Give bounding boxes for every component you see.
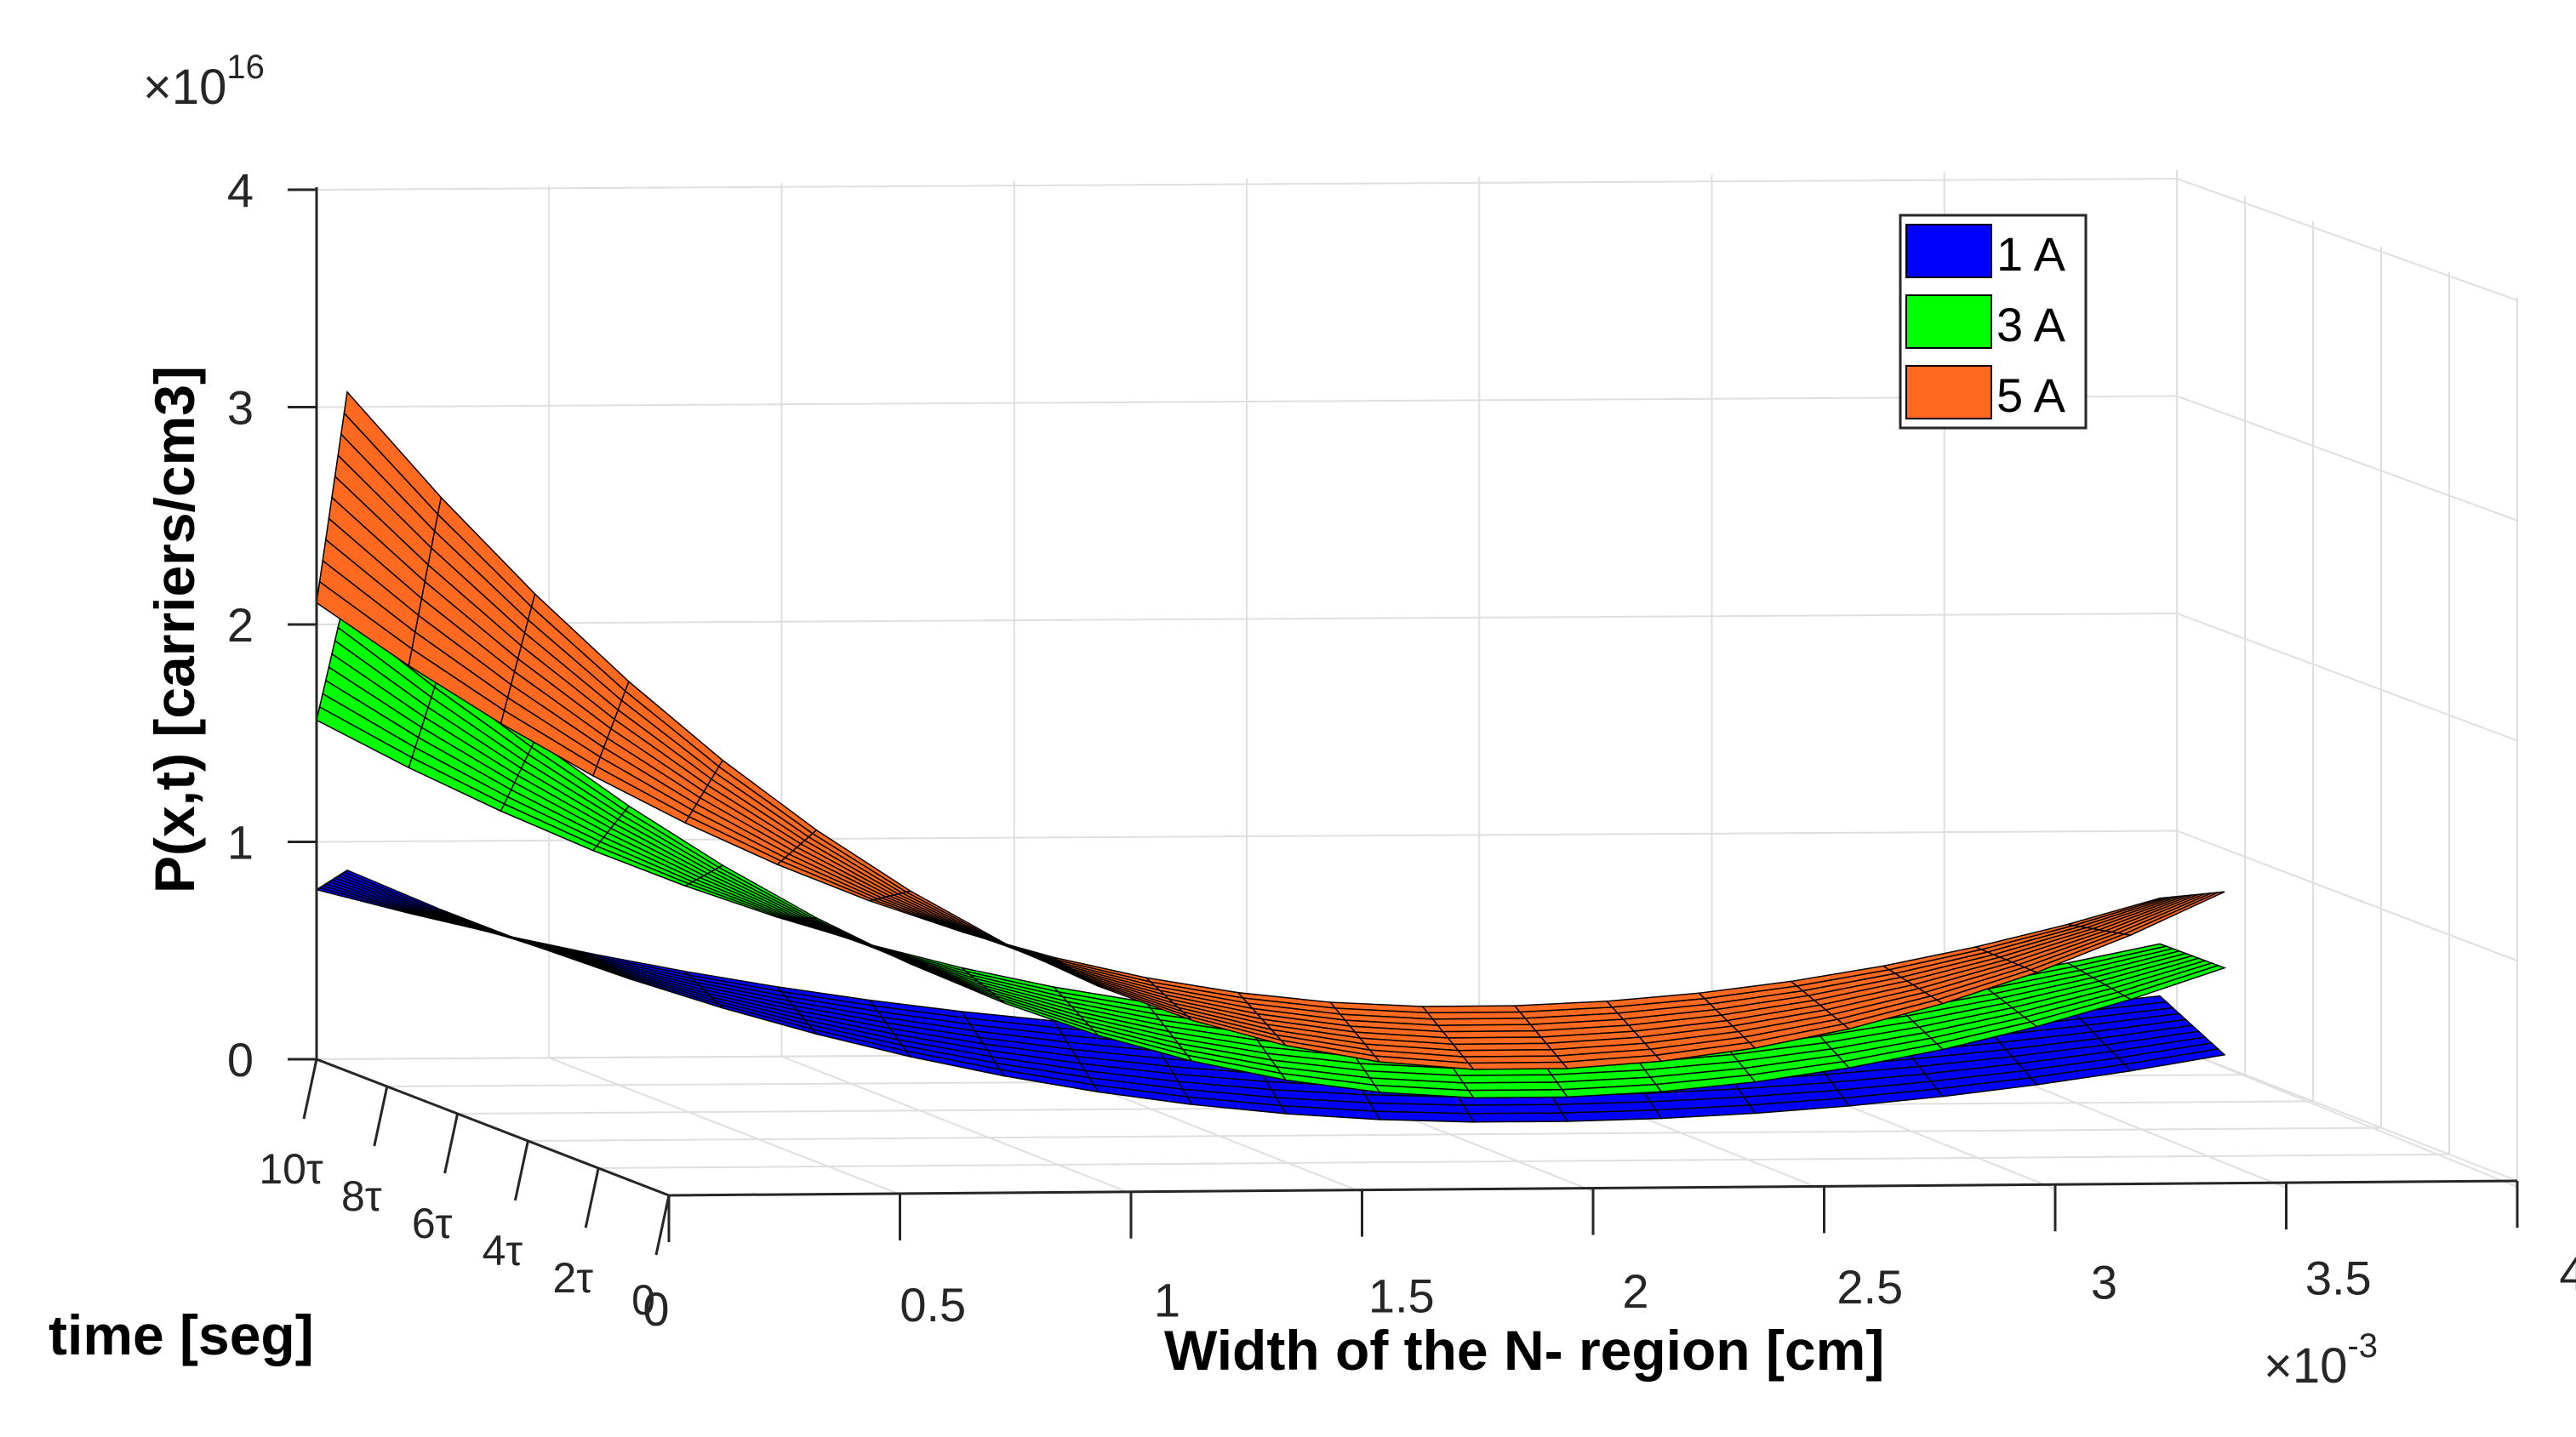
legend-label-1a: 1 A — [1996, 227, 2066, 281]
surface-patch — [2122, 1048, 2226, 1072]
y-tick-label: 2τ — [552, 1254, 593, 1302]
surface-patch — [1374, 1110, 1475, 1123]
z-tick-label: 4 — [227, 163, 254, 217]
surface-patch — [2122, 891, 2225, 936]
x-tick-label: 1 — [1154, 1274, 1180, 1327]
y-axis-label: time [seg] — [49, 1303, 314, 1366]
x-tick-label: 3.5 — [2305, 1251, 2372, 1304]
surface-patch — [1462, 1103, 1564, 1115]
x-gridline — [2176, 170, 2518, 1188]
y-axis-line — [316, 1058, 670, 1197]
surface-patch — [1467, 1088, 1569, 1099]
x-tick-label: 0 — [643, 1282, 669, 1336]
y-tick — [513, 1140, 529, 1201]
surface-patch — [437, 909, 535, 947]
y-tick — [302, 1058, 318, 1120]
y-tick-label: 0 — [631, 1276, 655, 1324]
x-tick-label: 3 — [2091, 1256, 2117, 1309]
legend-swatch-1a — [1905, 224, 1992, 278]
x-tick-label: 4 — [2559, 1246, 2576, 1300]
y-tick — [654, 1195, 671, 1256]
x-axis-multiplier: ×10-3 — [2264, 1327, 2378, 1394]
y-tick-label: 4τ — [483, 1227, 523, 1274]
x-tick-label: 0.5 — [900, 1278, 966, 1332]
y-tick — [443, 1113, 460, 1174]
surface-patch — [812, 917, 911, 965]
surface-patch — [1467, 1061, 1569, 1070]
surface-5a — [316, 391, 2225, 1070]
y-tick-label: 8τ — [341, 1172, 382, 1220]
y-gridline — [386, 196, 2246, 1087]
y-gridline — [528, 247, 2382, 1142]
y-tick-label: 6τ — [412, 1200, 453, 1247]
y-gridline — [457, 221, 2314, 1115]
y-tick — [584, 1167, 600, 1229]
x-axis-label: Width of the N- region [cm] — [1164, 1319, 1884, 1382]
legend-label-5a: 5 A — [1996, 368, 2066, 422]
z-axis-multiplier: ×1016 — [143, 48, 265, 115]
x-tick-label: 2.5 — [1836, 1260, 1903, 1314]
x-tick-label: 2 — [1622, 1264, 1648, 1318]
z-tick-label: 1 — [227, 816, 254, 870]
y-tick — [373, 1086, 389, 1147]
z-tick-label: 2 — [227, 598, 254, 652]
legend-swatch-3a — [1905, 294, 1992, 349]
z-gridline — [316, 177, 2518, 301]
y-tick-label: 10τ — [259, 1145, 323, 1193]
surface-plot — [315, 391, 2227, 1123]
axes: 0 1 2 3 4 0 0.5 1 1.5 2 2.5 3 3.5 4 0 2τ 4τ 6τ 8τ 10τ — [227, 163, 2576, 1336]
surface-patch — [2122, 964, 2227, 1001]
legend: 1 A 3 A 5 A — [1899, 214, 2088, 430]
x-tick-label: 1.5 — [1368, 1269, 1435, 1322]
surface-patch — [1467, 1112, 1569, 1123]
z-tick-label: 3 — [227, 381, 254, 435]
z-gridline — [316, 395, 2518, 522]
z-tick-label: 0 — [227, 1033, 254, 1086]
y-gridline — [598, 272, 2450, 1169]
legend-label-3a: 3 A — [1996, 298, 2066, 351]
legend-swatch-5a — [1905, 365, 1992, 419]
z-axis-label: P(x,t) [carriers/cm3] — [143, 366, 206, 893]
